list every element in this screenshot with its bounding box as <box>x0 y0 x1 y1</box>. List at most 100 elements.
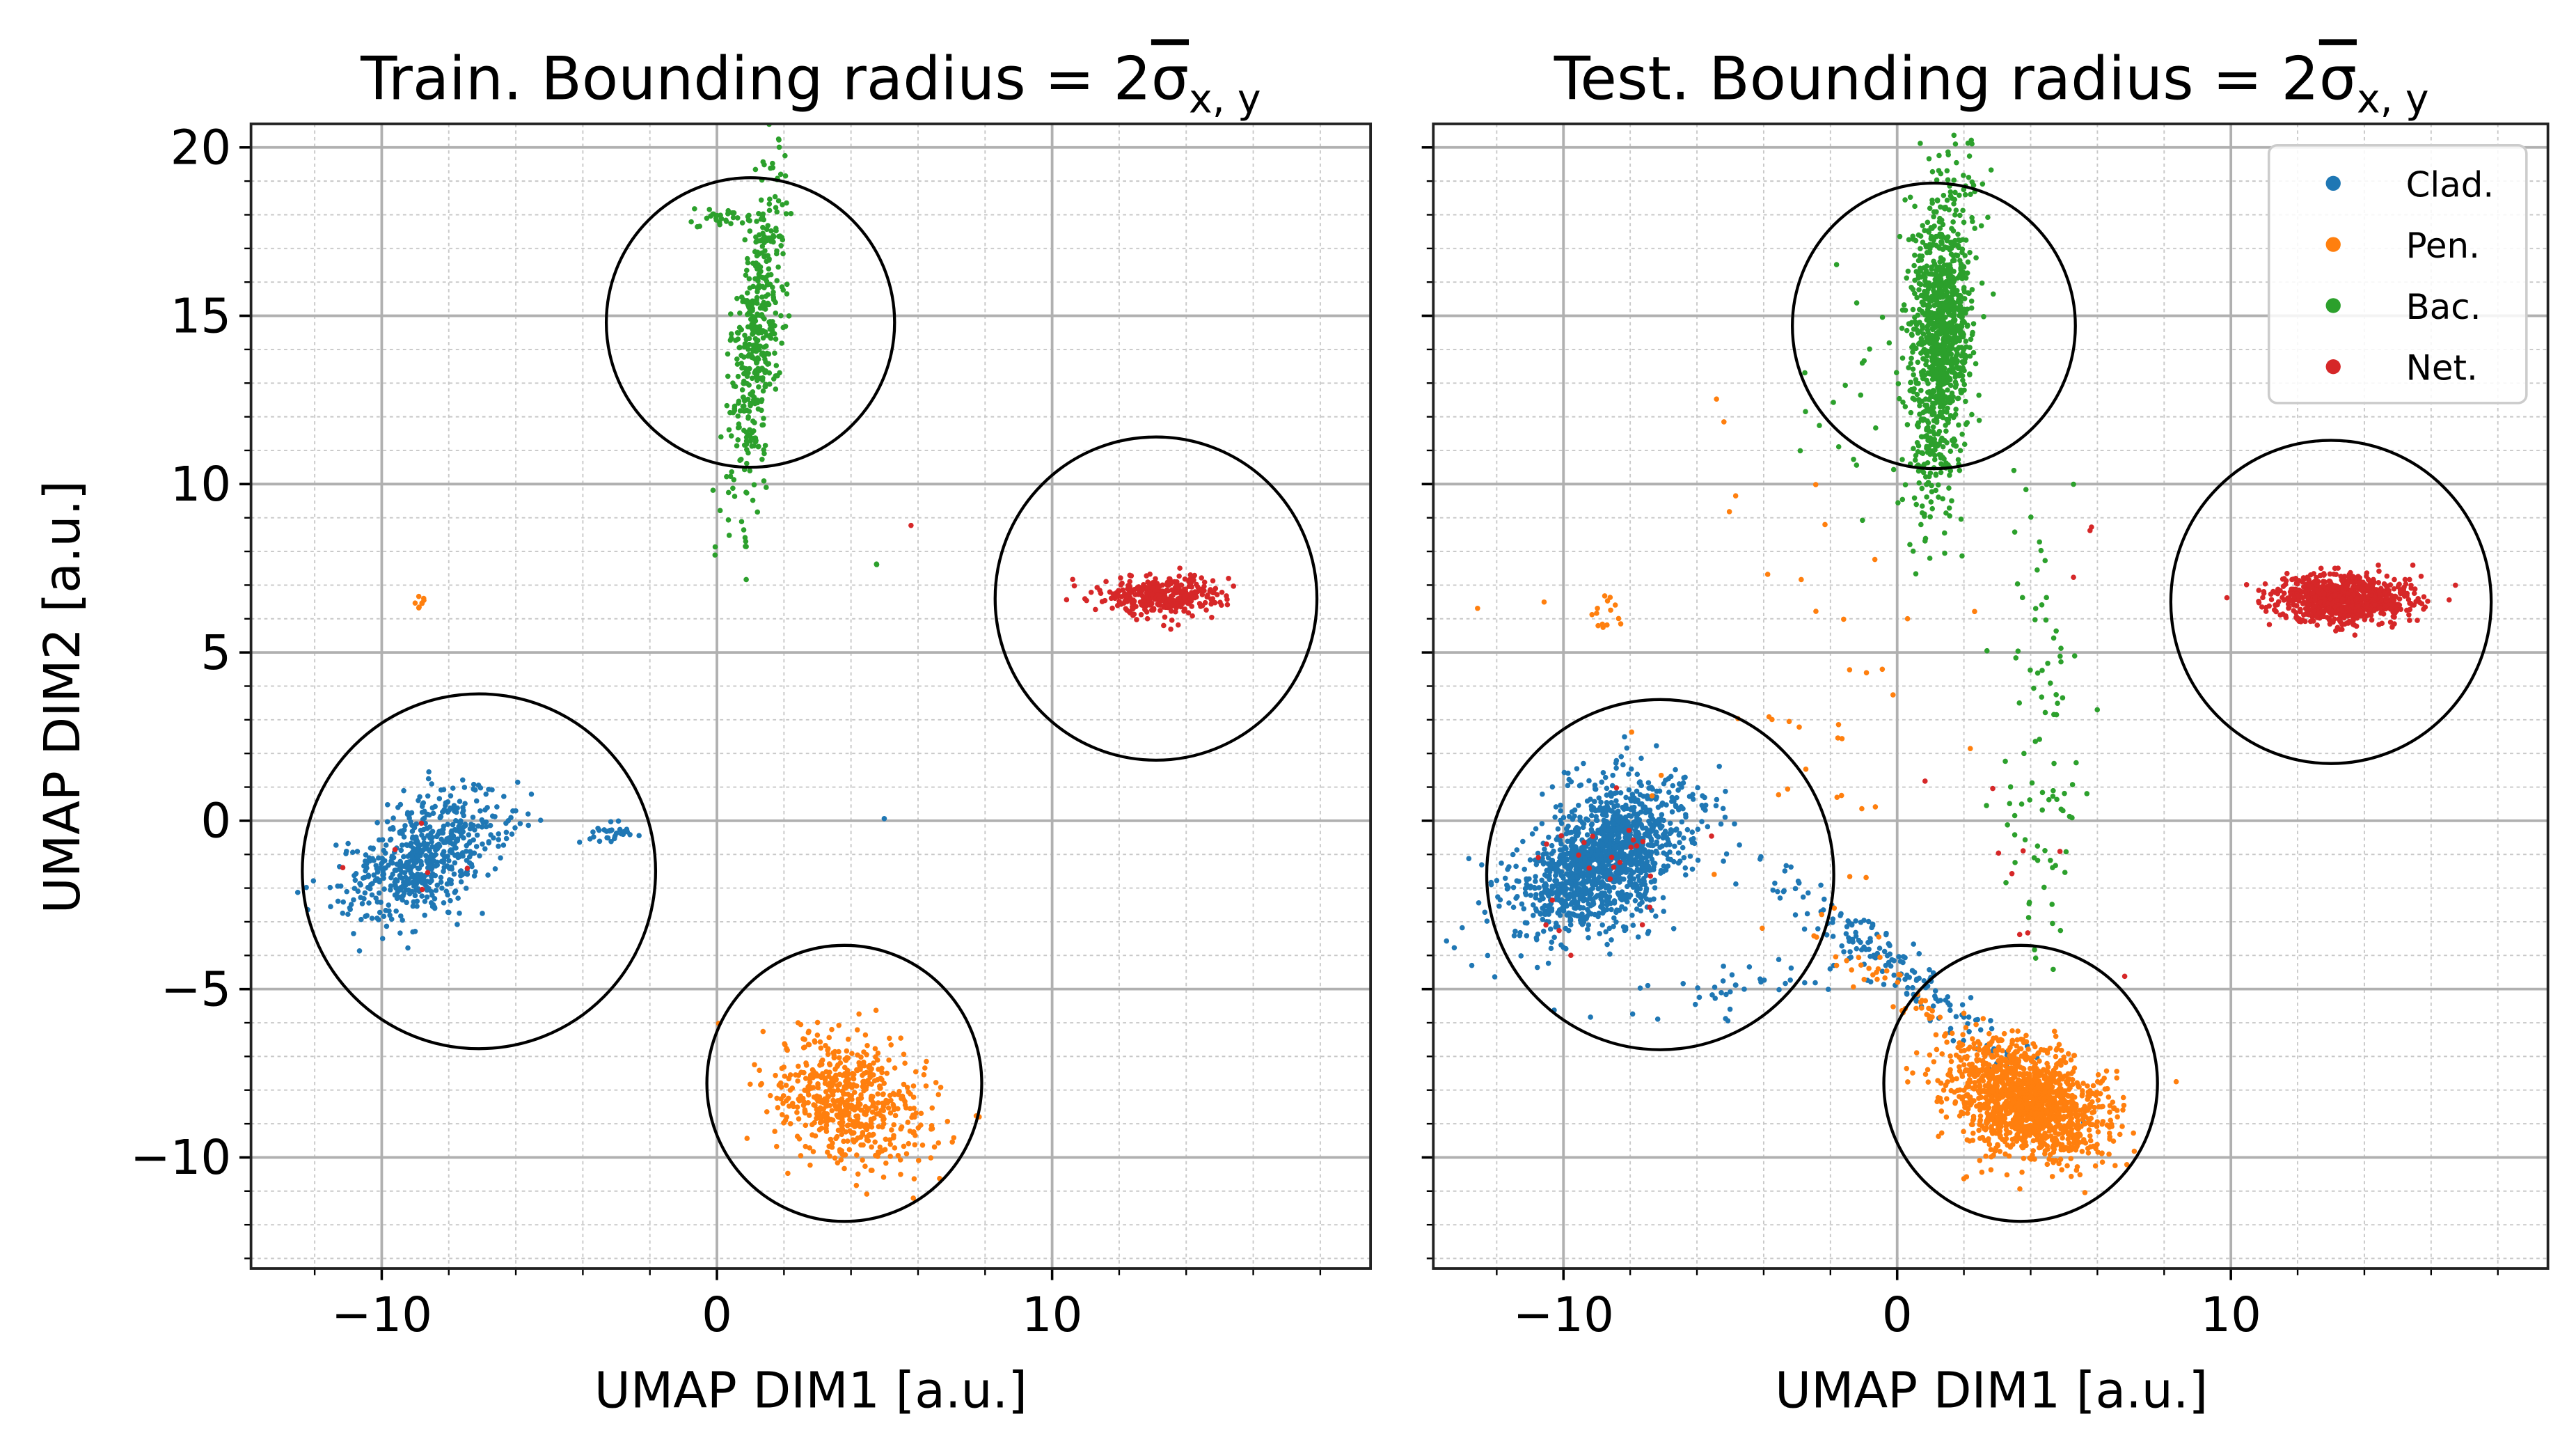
point-bac <box>1954 358 1960 363</box>
point-pen <box>878 1075 884 1081</box>
point-bac <box>1899 457 1905 462</box>
point-pen <box>803 1122 809 1129</box>
point-bac <box>764 343 769 349</box>
point-net <box>1209 615 1215 620</box>
point-bac <box>744 407 750 414</box>
point-net <box>1224 602 1231 608</box>
point-pen <box>878 1107 884 1113</box>
point-bac <box>1970 350 1977 356</box>
point-clad <box>411 884 417 889</box>
point-net <box>2302 590 2308 595</box>
point-pen <box>891 1122 897 1128</box>
point-pen <box>919 1142 926 1148</box>
point-clad <box>477 785 484 791</box>
point-clad <box>448 864 455 870</box>
point-bac <box>1919 299 1925 305</box>
point-pen <box>773 1143 780 1149</box>
point-bac <box>1926 156 1932 162</box>
point-bac <box>751 435 757 441</box>
point-clad <box>459 777 466 783</box>
point-bac <box>1918 246 1923 251</box>
point-clad <box>576 839 583 845</box>
point-clad <box>473 798 480 804</box>
point-clad <box>416 865 422 871</box>
point-pen <box>798 1153 804 1159</box>
point-bac <box>1959 431 1965 437</box>
point-pen <box>831 1055 837 1061</box>
point-bac <box>1961 306 1967 312</box>
point-net <box>2281 590 2287 596</box>
point-net <box>425 870 431 876</box>
point-bac <box>1956 345 1962 350</box>
point-bac <box>736 400 741 406</box>
point-bac <box>747 285 753 291</box>
point-pen <box>910 1112 916 1118</box>
point-clad <box>446 909 452 916</box>
point-bac <box>748 316 754 322</box>
point-pen <box>782 1117 789 1124</box>
point-pen <box>887 1110 894 1116</box>
point-clad <box>1695 785 1700 791</box>
point-bac <box>1946 485 1952 491</box>
point-net <box>1226 576 1231 581</box>
point-clad <box>503 829 509 835</box>
point-bac <box>1951 201 1957 207</box>
point-net <box>1125 583 1131 588</box>
point-net <box>2379 597 2385 603</box>
point-bac <box>1941 324 1947 331</box>
point-net <box>2362 617 2368 622</box>
point-bac <box>1954 252 1961 258</box>
point-bac <box>1954 326 1961 332</box>
point-pen <box>875 1100 881 1106</box>
point-net <box>2371 576 2376 583</box>
point-net <box>2453 582 2458 588</box>
point-bac <box>756 368 762 373</box>
point-bac <box>1924 482 1929 487</box>
point-pen <box>823 1122 830 1129</box>
point-net <box>1195 584 1201 590</box>
point-bac <box>1925 389 1931 395</box>
point-clad <box>352 877 358 884</box>
point-clad <box>345 840 351 847</box>
point-pen <box>817 1115 823 1120</box>
point-pen <box>862 1032 869 1038</box>
point-pen <box>879 1065 885 1071</box>
point-net <box>2418 573 2424 579</box>
point-pen <box>863 1122 869 1128</box>
point-bac <box>1910 306 1916 313</box>
point-bac <box>1918 257 1925 263</box>
point-net <box>2392 593 2398 599</box>
point-net <box>2364 586 2370 592</box>
point-net <box>1167 597 1173 604</box>
point-clad <box>1540 861 1547 867</box>
point-clad <box>362 890 368 896</box>
point-bac <box>753 343 759 349</box>
point-net <box>2293 613 2300 620</box>
point-bac <box>759 377 766 383</box>
point-net <box>2224 595 2230 601</box>
point-net <box>2281 597 2287 603</box>
point-clad <box>388 826 393 832</box>
point-bac <box>714 212 720 219</box>
point-clad <box>627 831 633 838</box>
point-pen <box>847 1081 853 1087</box>
point-clad <box>453 809 459 815</box>
point-bac <box>1951 178 1957 183</box>
point-clad <box>414 898 420 904</box>
point-bac <box>1954 159 1959 166</box>
point-clad <box>427 824 433 830</box>
point-pen <box>839 1120 846 1125</box>
y-tick-label: 15 <box>171 288 232 344</box>
point-bac <box>755 262 761 268</box>
point-pen <box>794 1104 800 1110</box>
point-bac <box>744 256 750 262</box>
point-bac <box>1934 361 1939 367</box>
point-pen <box>787 1121 793 1126</box>
point-bac <box>773 386 779 392</box>
point-clad <box>1469 962 1475 968</box>
point-net <box>2263 608 2269 614</box>
point-bac <box>737 311 743 316</box>
point-bac <box>1953 407 1959 412</box>
point-bac <box>1929 411 1936 418</box>
point-pen <box>910 1094 917 1100</box>
